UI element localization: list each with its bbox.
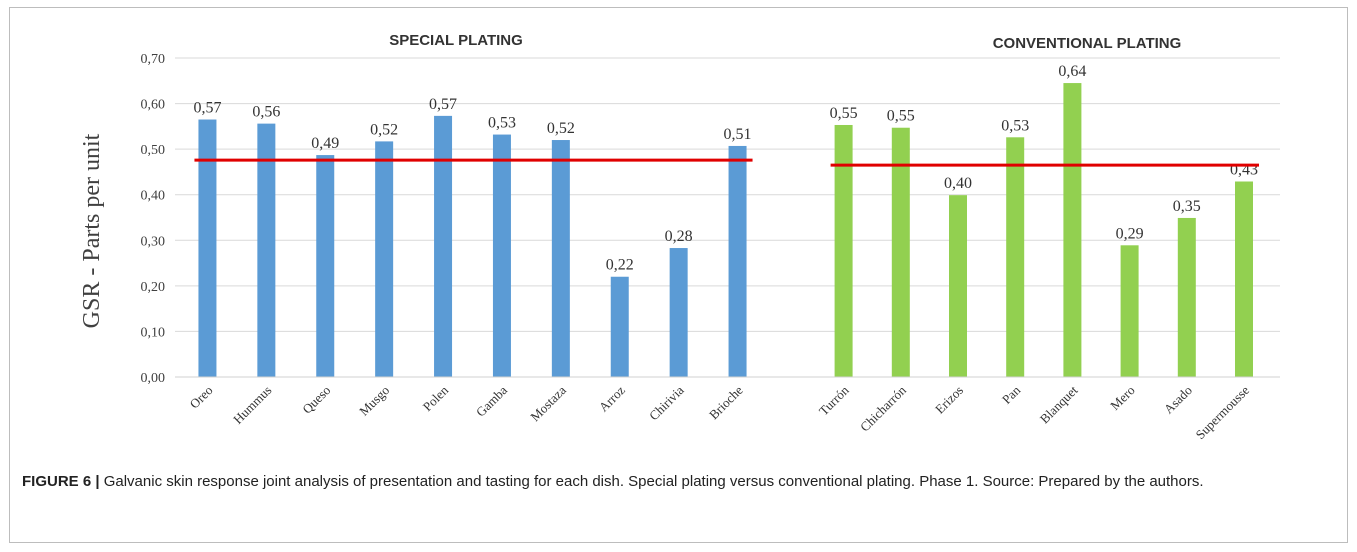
- x-axis-category-labels: Oreo Hummus Queso Musgo Polen Gamba Mostaza Arr…: [187, 382, 1253, 442]
- x-category-label: Musgo: [356, 383, 392, 419]
- bar: [1235, 181, 1253, 377]
- y-axis-ticks: 0,00 0,10 0,20 0,30 0,40 0,50 0,60 0,70: [141, 52, 166, 386]
- x-category-label: Turrón: [816, 382, 852, 418]
- x-category-label: Arroz: [596, 382, 628, 414]
- group-title-conventional: CONVENTIONAL PLATING: [993, 35, 1182, 52]
- bar: [1177, 217, 1196, 377]
- bar: [375, 141, 394, 377]
- bar-value-label: 0,35: [1173, 198, 1201, 215]
- x-category-label: Chicharrón: [857, 382, 909, 434]
- x-category-label: Pan: [999, 382, 1024, 407]
- bar-value-label: 0,53: [1001, 117, 1029, 134]
- y-tick-label: 0,40: [141, 189, 166, 204]
- y-axis-label: GSR - Parts per unit: [79, 133, 105, 328]
- bar: [669, 248, 688, 377]
- x-category-label: Erizos: [932, 383, 966, 417]
- bar-value-label: 0,55: [887, 108, 915, 125]
- y-tick-label: 0,10: [141, 325, 166, 340]
- mean-lines: [194, 158, 1259, 167]
- x-category-label: Brioche: [706, 382, 746, 422]
- bar: [728, 145, 747, 377]
- caption-text: Galvanic skin response joint analysis of…: [99, 473, 1204, 490]
- bar-value-label: 0,55: [830, 105, 858, 122]
- bar: [1006, 137, 1025, 377]
- y-tick-label: 0,00: [141, 371, 166, 386]
- x-category-label: Hummus: [230, 383, 274, 427]
- bar: [1063, 83, 1082, 378]
- x-category-label: Mostaza: [527, 382, 569, 424]
- bar-value-label: 0,29: [1116, 225, 1144, 242]
- bars: [198, 83, 1253, 378]
- bar: [198, 119, 217, 378]
- bar-value-label: 0,57: [429, 96, 457, 113]
- bar-value-labels: 0,57 0,56 0,49 0,52 0,57 0,53 0,52 0,22 0,28 0,51…: [193, 63, 1258, 274]
- x-category-label: Blanquet: [1037, 382, 1081, 426]
- bar-value-label: 0,51: [724, 126, 752, 143]
- bar: [551, 140, 570, 377]
- x-category-label: Gamba: [473, 382, 510, 419]
- bar-value-label: 0,52: [547, 120, 575, 137]
- bar-chart: 0,00 0,10 0,20 0,30 0,40 0,50 0,60 0,70 GSR - P…: [79, 32, 1280, 442]
- bar-value-label: 0,22: [606, 257, 634, 274]
- x-category-label: Asado: [1161, 383, 1195, 417]
- x-category-label: Queso: [299, 383, 333, 417]
- x-category-label: Chirivia: [646, 382, 687, 423]
- group-title-special: SPECIAL PLATING: [389, 32, 523, 49]
- y-tick-label: 0,50: [141, 143, 166, 158]
- bar: [891, 127, 910, 377]
- bar-value-label: 0,28: [665, 228, 693, 245]
- bar-value-label: 0,40: [944, 175, 972, 192]
- gridlines: [175, 57, 1280, 332]
- y-tick-label: 0,60: [141, 98, 166, 113]
- bar-value-label: 0,57: [193, 100, 221, 117]
- x-category-label: Oreo: [187, 383, 216, 412]
- x-category-label: Polen: [420, 382, 452, 414]
- figure-caption: FIGURE 6 | Galvanic skin response joint …: [22, 470, 1332, 493]
- bar-value-label: 0,49: [311, 135, 339, 152]
- y-tick-label: 0,70: [141, 52, 166, 67]
- bar-value-label: 0,53: [488, 115, 516, 132]
- bar-value-label: 0,64: [1058, 63, 1086, 80]
- bar: [434, 115, 453, 377]
- bar-value-label: 0,52: [370, 121, 398, 138]
- bar: [316, 155, 335, 377]
- y-tick-label: 0,30: [141, 234, 166, 249]
- bar: [949, 195, 967, 377]
- x-category-label: Supermousse: [1192, 382, 1252, 442]
- caption-lead: FIGURE 6 |: [22, 473, 100, 490]
- bar: [257, 123, 276, 377]
- x-category-label: Mero: [1107, 383, 1138, 414]
- bar: [1120, 245, 1139, 377]
- bar: [834, 124, 853, 378]
- bar: [610, 276, 629, 377]
- bar: [492, 134, 511, 377]
- y-tick-label: 0,20: [141, 280, 166, 295]
- bar-value-label: 0,56: [252, 104, 280, 121]
